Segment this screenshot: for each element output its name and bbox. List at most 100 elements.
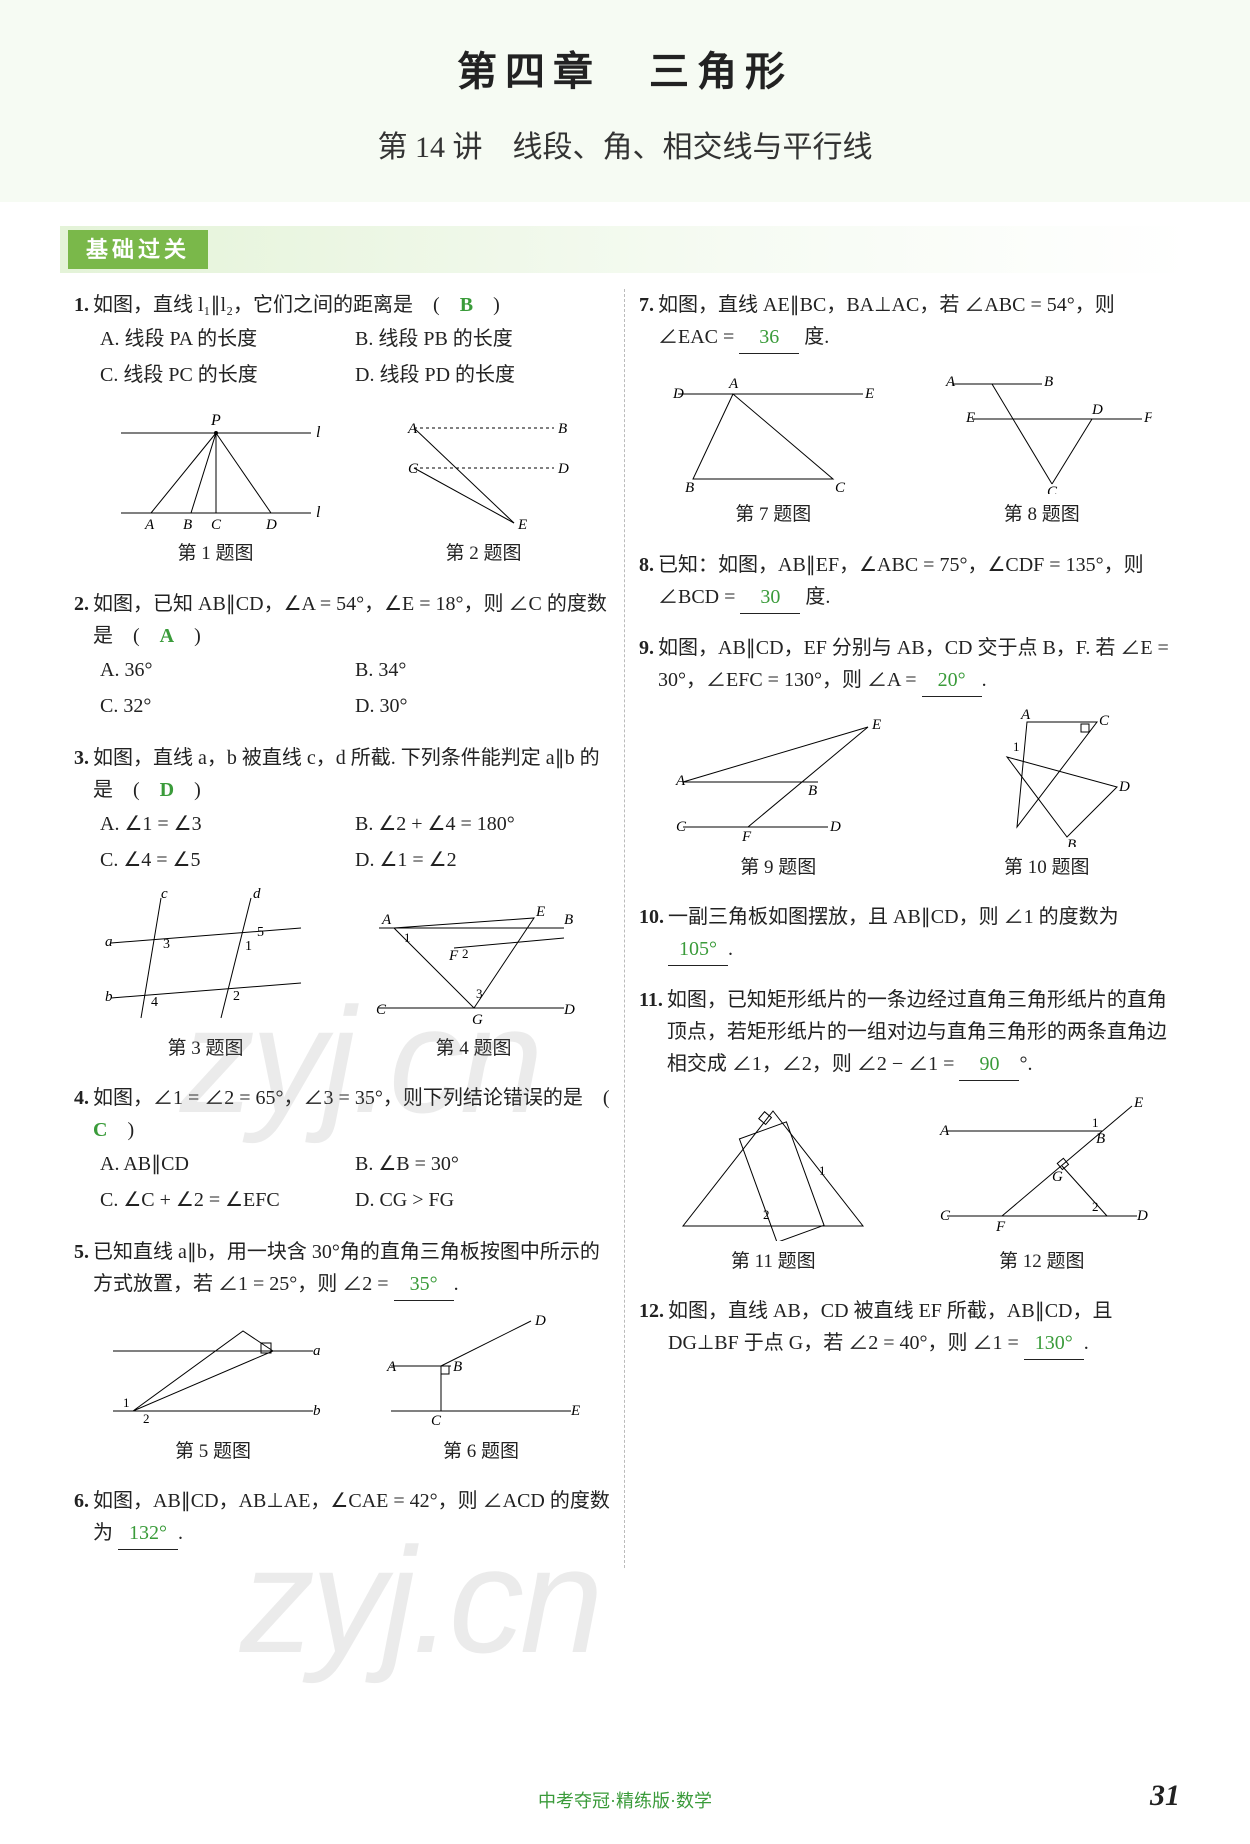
svg-text:A: A: [381, 912, 392, 928]
q1-opt-b: B. 线段 PB 的长度: [355, 323, 610, 355]
q8-text: 已知：如图，AB∥EF，∠ABC = 75°，∠CDF = 135°，则 ∠BC…: [658, 549, 1176, 614]
q6-num: 6.: [74, 1485, 89, 1517]
svg-text:l₁: l₁: [316, 424, 321, 441]
q10-answer: 105°: [668, 933, 728, 966]
q1-num: 1.: [74, 289, 89, 321]
svg-text:E: E: [1133, 1095, 1143, 1111]
figure-q7-svg: D A E B C: [663, 364, 883, 494]
svg-text:b: b: [313, 1403, 321, 1419]
figure-q10-svg: A C D B 1: [947, 707, 1147, 847]
svg-text:1: 1: [245, 939, 252, 954]
svg-text:A: A: [407, 421, 418, 437]
figure-q11: 1 2 第 11 题图: [663, 1091, 883, 1277]
svg-text:A: A: [144, 517, 155, 533]
q2-opt-c: C. 32°: [100, 690, 355, 722]
figure-q5-cap: 第 5 题图: [103, 1437, 323, 1467]
question-2: 2. 如图，已知 AB∥CD，∠A = 54°，∠E = 18°，则 ∠C 的度…: [74, 588, 610, 724]
svg-text:3: 3: [163, 937, 170, 952]
svg-text:D: D: [563, 1002, 575, 1018]
svg-text:D: D: [1091, 402, 1103, 418]
question-8: 8. 已知：如图，AB∥EF，∠ABC = 75°，∠CDF = 135°，则 …: [639, 549, 1176, 614]
q4-answer: C: [93, 1119, 107, 1141]
svg-text:C: C: [676, 819, 687, 835]
figure-q7-cap: 第 7 题图: [663, 500, 883, 530]
svg-text:1: 1: [1092, 1115, 1099, 1130]
q3-opt-c: C. ∠4 = ∠5: [100, 844, 355, 876]
page-number: 31: [1150, 1772, 1180, 1820]
q6-text: 如图，AB∥CD，AB⊥AE，∠CAE = 42°，则 ∠ACD 的度数为 13…: [93, 1485, 610, 1550]
figure-q9-cap: 第 9 题图: [668, 853, 888, 883]
svg-text:D: D: [265, 517, 277, 533]
q1-opt-a: A. 线段 PA 的长度: [100, 323, 355, 355]
figure-q1-cap: 第 1 题图: [111, 539, 321, 569]
q1-opt-c: C. 线段 PC 的长度: [100, 359, 355, 391]
svg-text:B: B: [1067, 837, 1076, 847]
lesson-title: 第 14 讲 线段、角、相交线与平行线: [0, 124, 1250, 172]
svg-text:B: B: [183, 517, 192, 533]
q2-text: 如图，已知 AB∥CD，∠A = 54°，∠E = 18°，则 ∠C 的度数是 …: [93, 588, 610, 652]
svg-text:D: D: [672, 386, 684, 402]
q10-text: 一副三角板如图摆放，且 AB∥CD，则 ∠1 的度数为 105°.: [668, 901, 1176, 966]
svg-text:5: 5: [257, 925, 264, 940]
svg-text:E: E: [864, 386, 874, 402]
question-3: 3. 如图，直线 a，b 被直线 c，d 所截. 下列条件能判定 a∥b 的是 …: [74, 742, 610, 1064]
q8-answer: 30: [740, 581, 800, 614]
svg-text:A: A: [1020, 707, 1031, 723]
question-4: 4. 如图，∠1 = ∠2 = 65°，∠3 = 35°，则下列结论错误的是 (…: [74, 1082, 610, 1218]
figure-q12-svg: A B C F D E G 1 2: [932, 1091, 1152, 1241]
question-9: 9. 如图，AB∥CD，EF 分别与 AB，CD 交于点 B，F. 若 ∠E =…: [639, 632, 1176, 883]
figure-q11-cap: 第 11 题图: [663, 1247, 883, 1277]
svg-text:E: E: [535, 904, 545, 920]
q7-num: 7.: [639, 289, 654, 321]
svg-text:E: E: [965, 410, 975, 426]
question-7: 7. 如图，直线 AE∥BC，BA⊥AC，若 ∠ABC = 54°，则 ∠EAC…: [639, 289, 1176, 530]
svg-text:b: b: [105, 989, 113, 1005]
question-6: 6. 如图，AB∥CD，AB⊥AE，∠CAE = 42°，则 ∠ACD 的度数为…: [74, 1485, 610, 1550]
svg-text:D: D: [557, 461, 569, 477]
svg-text:C: C: [1099, 713, 1110, 729]
svg-text:l₂: l₂: [316, 504, 321, 521]
q9-text: 如图，AB∥CD，EF 分别与 AB，CD 交于点 B，F. 若 ∠E = 30…: [658, 632, 1176, 697]
figure-q10-cap: 第 10 题图: [947, 853, 1147, 883]
question-5: 5. 已知直线 a∥b，用一块含 30°角的直角三角板按图中所示的方式放置，若 …: [74, 1236, 610, 1467]
q1-text: 如图，直线 l₁∥l₂，它们之间的距离是 ( B ): [93, 289, 610, 321]
svg-text:A: A: [386, 1359, 397, 1375]
q4-text: 如图，∠1 = ∠2 = 65°，∠3 = 35°，则下列结论错误的是 ( C …: [93, 1082, 610, 1146]
right-column: 7. 如图，直线 AE∥BC，BA⊥AC，若 ∠ABC = 54°，则 ∠EAC…: [625, 289, 1190, 1568]
svg-text:A: A: [728, 376, 739, 392]
figure-q4-cap: 第 4 题图: [364, 1034, 584, 1064]
q3-answer: D: [160, 779, 174, 801]
q3-opt-b: B. ∠2 + ∠4 = 180°: [355, 808, 610, 840]
q3-opt-a: A. ∠1 = ∠3: [100, 808, 355, 840]
q5-num: 5.: [74, 1236, 89, 1268]
q10-num: 10.: [639, 901, 664, 933]
figure-q3-svg: a b c d 1 5 2 3 4: [101, 888, 311, 1028]
svg-text:B: B: [808, 783, 817, 799]
figure-q2-cap: 第 2 题图: [394, 539, 574, 569]
question-12: 12. 如图，直线 AB，CD 被直线 EF 所截，AB∥CD，且 DG⊥BF …: [639, 1295, 1176, 1360]
svg-text:B: B: [558, 421, 567, 437]
question-10: 10. 一副三角板如图摆放，且 AB∥CD，则 ∠1 的度数为 105°.: [639, 901, 1176, 966]
svg-text:1: 1: [404, 930, 411, 945]
figure-q6-svg: A B C D E: [381, 1311, 581, 1431]
svg-text:C: C: [940, 1208, 951, 1224]
figure-q4-svg: A E B C D G F 1 2 3: [364, 888, 584, 1028]
q1-opt-d: D. 线段 PD 的长度: [355, 359, 610, 391]
figure-q11-svg: 1 2: [663, 1091, 883, 1241]
q4-opt-a: A. AB∥CD: [100, 1148, 355, 1180]
figure-q5-svg: a b 1 2: [103, 1311, 323, 1431]
q5-text: 已知直线 a∥b，用一块含 30°角的直角三角板按图中所示的方式放置，若 ∠1 …: [93, 1236, 610, 1301]
svg-text:2: 2: [1092, 1199, 1099, 1214]
svg-text:F: F: [1143, 410, 1152, 426]
section-label: 基础过关: [68, 230, 208, 269]
svg-text:D: D: [829, 819, 841, 835]
figure-q8-cap: 第 8 题图: [932, 500, 1152, 530]
svg-text:2: 2: [233, 989, 240, 1004]
figure-q3-cap: 第 3 题图: [101, 1034, 311, 1064]
svg-text:4: 4: [151, 995, 158, 1010]
q11-num: 11.: [639, 984, 663, 1016]
svg-text:D: D: [534, 1313, 546, 1329]
svg-text:G: G: [472, 1012, 483, 1028]
chapter-title: 第四章 三角形: [0, 40, 1250, 104]
svg-text:B: B: [1096, 1131, 1105, 1147]
